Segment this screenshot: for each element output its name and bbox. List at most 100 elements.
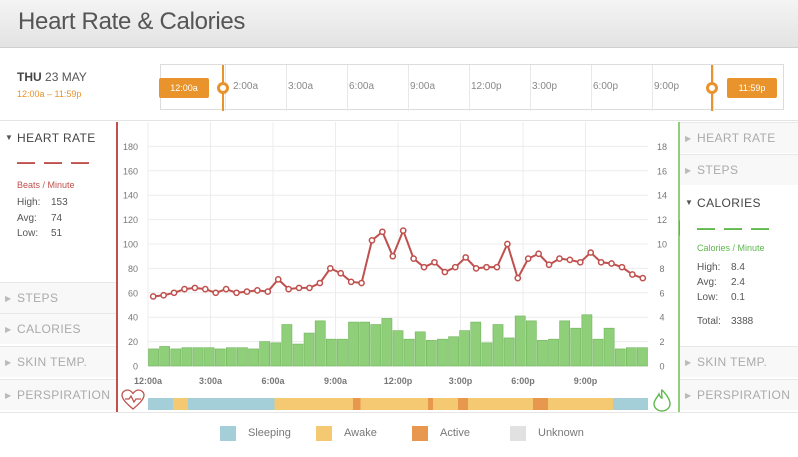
calorie-bar	[148, 348, 159, 367]
legend-swatch	[220, 426, 236, 441]
range-start-knob[interactable]	[217, 82, 229, 94]
timeline-gridline	[286, 65, 287, 111]
heart-rate-point	[556, 255, 563, 262]
timeline-tick-label: 6:00a	[349, 81, 375, 92]
calorie-bar	[159, 346, 171, 367]
right-axis-tick-label: 10	[657, 240, 667, 250]
left-axis-tick-label: 160	[123, 166, 138, 176]
range-end-knob[interactable]	[706, 82, 718, 94]
heart-rate-point	[399, 227, 407, 234]
calorie-bar	[403, 338, 415, 367]
chevron-right-icon: ▶	[5, 391, 12, 400]
right-axis-tick-label: 8	[659, 264, 664, 274]
tab-steps-right[interactable]: ▶ STEPS	[680, 154, 798, 185]
x-axis-tick-label: 6:00a	[261, 376, 285, 386]
expanded-caret-icon: ▼	[5, 133, 13, 142]
tab-perspiration-right[interactable]: ▶ PERSPIRATION	[680, 379, 798, 410]
left-axis-tick-label: 80	[128, 264, 138, 274]
stat-value: 74	[51, 213, 63, 224]
calorie-bar	[359, 321, 371, 367]
legend-label: Sleeping	[248, 427, 291, 439]
heart-rate-calories-chart[interactable]: 0 20 40 60 80 100 120 140 160 180 0 2 4 6 8 10 12 14 16 18 1…	[116, 122, 680, 412]
expanded-caret-icon: ▼	[685, 198, 693, 207]
calorie-bar	[448, 336, 459, 367]
stat-value: 2.4	[731, 277, 745, 288]
calorie-bar	[603, 327, 615, 367]
heart-rate-point	[295, 284, 303, 292]
heart-rate-point	[472, 265, 480, 272]
calorie-bar	[559, 320, 571, 367]
tab-label: HEART RATE	[697, 131, 776, 145]
range-end-handle[interactable]: 11:59p	[727, 78, 777, 98]
legend-swatch	[412, 426, 428, 441]
tab-skin-temp[interactable]: ▶ SKIN TEMP.	[0, 346, 116, 377]
stat-value: 8.4	[731, 262, 745, 273]
calorie-bar	[348, 321, 359, 367]
right-axis-pointer	[679, 220, 680, 236]
heart-rate-point	[264, 288, 272, 295]
heart-rate-point	[618, 263, 626, 271]
calorie-bar	[303, 332, 315, 367]
tab-heart-rate[interactable]: ▶ HEART RATE	[680, 122, 798, 153]
heart-rate-point	[608, 260, 615, 267]
page-title: Heart Rate & Calories	[18, 8, 246, 35]
right-axis-tick-label: 14	[657, 191, 667, 201]
calorie-bar	[537, 340, 548, 367]
left-axis-tick-label: 60	[128, 288, 138, 298]
heart-rate-low: Low: 51	[17, 228, 97, 239]
tab-skin-temp-right[interactable]: ▶ SKIN TEMP.	[680, 346, 798, 377]
heart-rate-point	[316, 279, 324, 287]
x-axis-tick-label: 9:00p	[574, 376, 598, 386]
heart-rate-point	[326, 265, 334, 272]
heart-rate-point	[441, 268, 449, 276]
calorie-bar	[370, 324, 382, 367]
calories-total: Total: 3388	[697, 316, 777, 327]
tab-steps[interactable]: ▶ STEPS	[0, 282, 116, 313]
calorie-bar	[514, 315, 526, 367]
timeline-scrubber[interactable]: 2:00a 3:00a 6:00a 9:00a 12:00p 3:00p 6:00p 9:00…	[159, 64, 784, 111]
calorie-bar	[392, 330, 404, 367]
activity-segment	[148, 398, 173, 410]
timeline-gridline	[347, 65, 348, 111]
calorie-bar	[203, 347, 215, 367]
activity-segment	[353, 398, 361, 410]
heart-rate-point	[545, 261, 553, 269]
heart-rate-point	[181, 285, 188, 293]
timeline-tick-label: 6:00p	[593, 81, 619, 92]
heart-rate-title[interactable]: HEART RATE	[17, 131, 96, 145]
tab-calories[interactable]: ▶ CALORIES	[0, 313, 116, 344]
calorie-bar	[481, 342, 493, 367]
heart-rate-point	[306, 284, 313, 292]
heart-rate-point	[431, 258, 438, 266]
stat-value: 51	[51, 228, 63, 239]
left-axis-tick-label: 120	[123, 215, 138, 225]
calorie-bar	[592, 338, 604, 367]
heart-rate-point	[233, 289, 240, 297]
calorie-bar	[525, 320, 537, 367]
tab-label: STEPS	[17, 291, 59, 305]
heart-rate-point	[597, 258, 605, 266]
tab-perspiration[interactable]: ▶ PERSPIRATION	[0, 379, 116, 410]
heart-rate-point	[368, 236, 376, 244]
heart-rate-point	[639, 274, 647, 282]
calorie-bar	[170, 348, 182, 367]
chevron-right-icon: ▶	[685, 166, 692, 175]
timeline-tick-label: 9:00p	[654, 81, 680, 92]
heart-rate-point	[222, 285, 230, 293]
calorie-bar	[214, 348, 226, 367]
activity-segment	[533, 398, 548, 410]
left-metric-panel: ▼ HEART RATE — — — Beats / Minute High: 1…	[0, 122, 116, 412]
heart-rate-point	[337, 269, 345, 277]
stat-label: Total:	[697, 316, 721, 327]
activity-legend: Sleeping Awake Active Unknown	[0, 412, 798, 457]
heart-rate-avg: Avg: 74	[17, 213, 97, 224]
stat-label: Low:	[697, 292, 719, 303]
legend-label: Active	[440, 427, 470, 439]
stat-label: Avg:	[17, 213, 37, 224]
heart-rate-point	[285, 285, 292, 293]
heart-rate-point	[389, 252, 397, 260]
range-start-handle[interactable]: 12:00a	[159, 78, 209, 98]
calories-title[interactable]: CALORIES	[697, 196, 761, 210]
heart-rate-point	[504, 240, 511, 248]
tab-label: STEPS	[697, 163, 739, 177]
